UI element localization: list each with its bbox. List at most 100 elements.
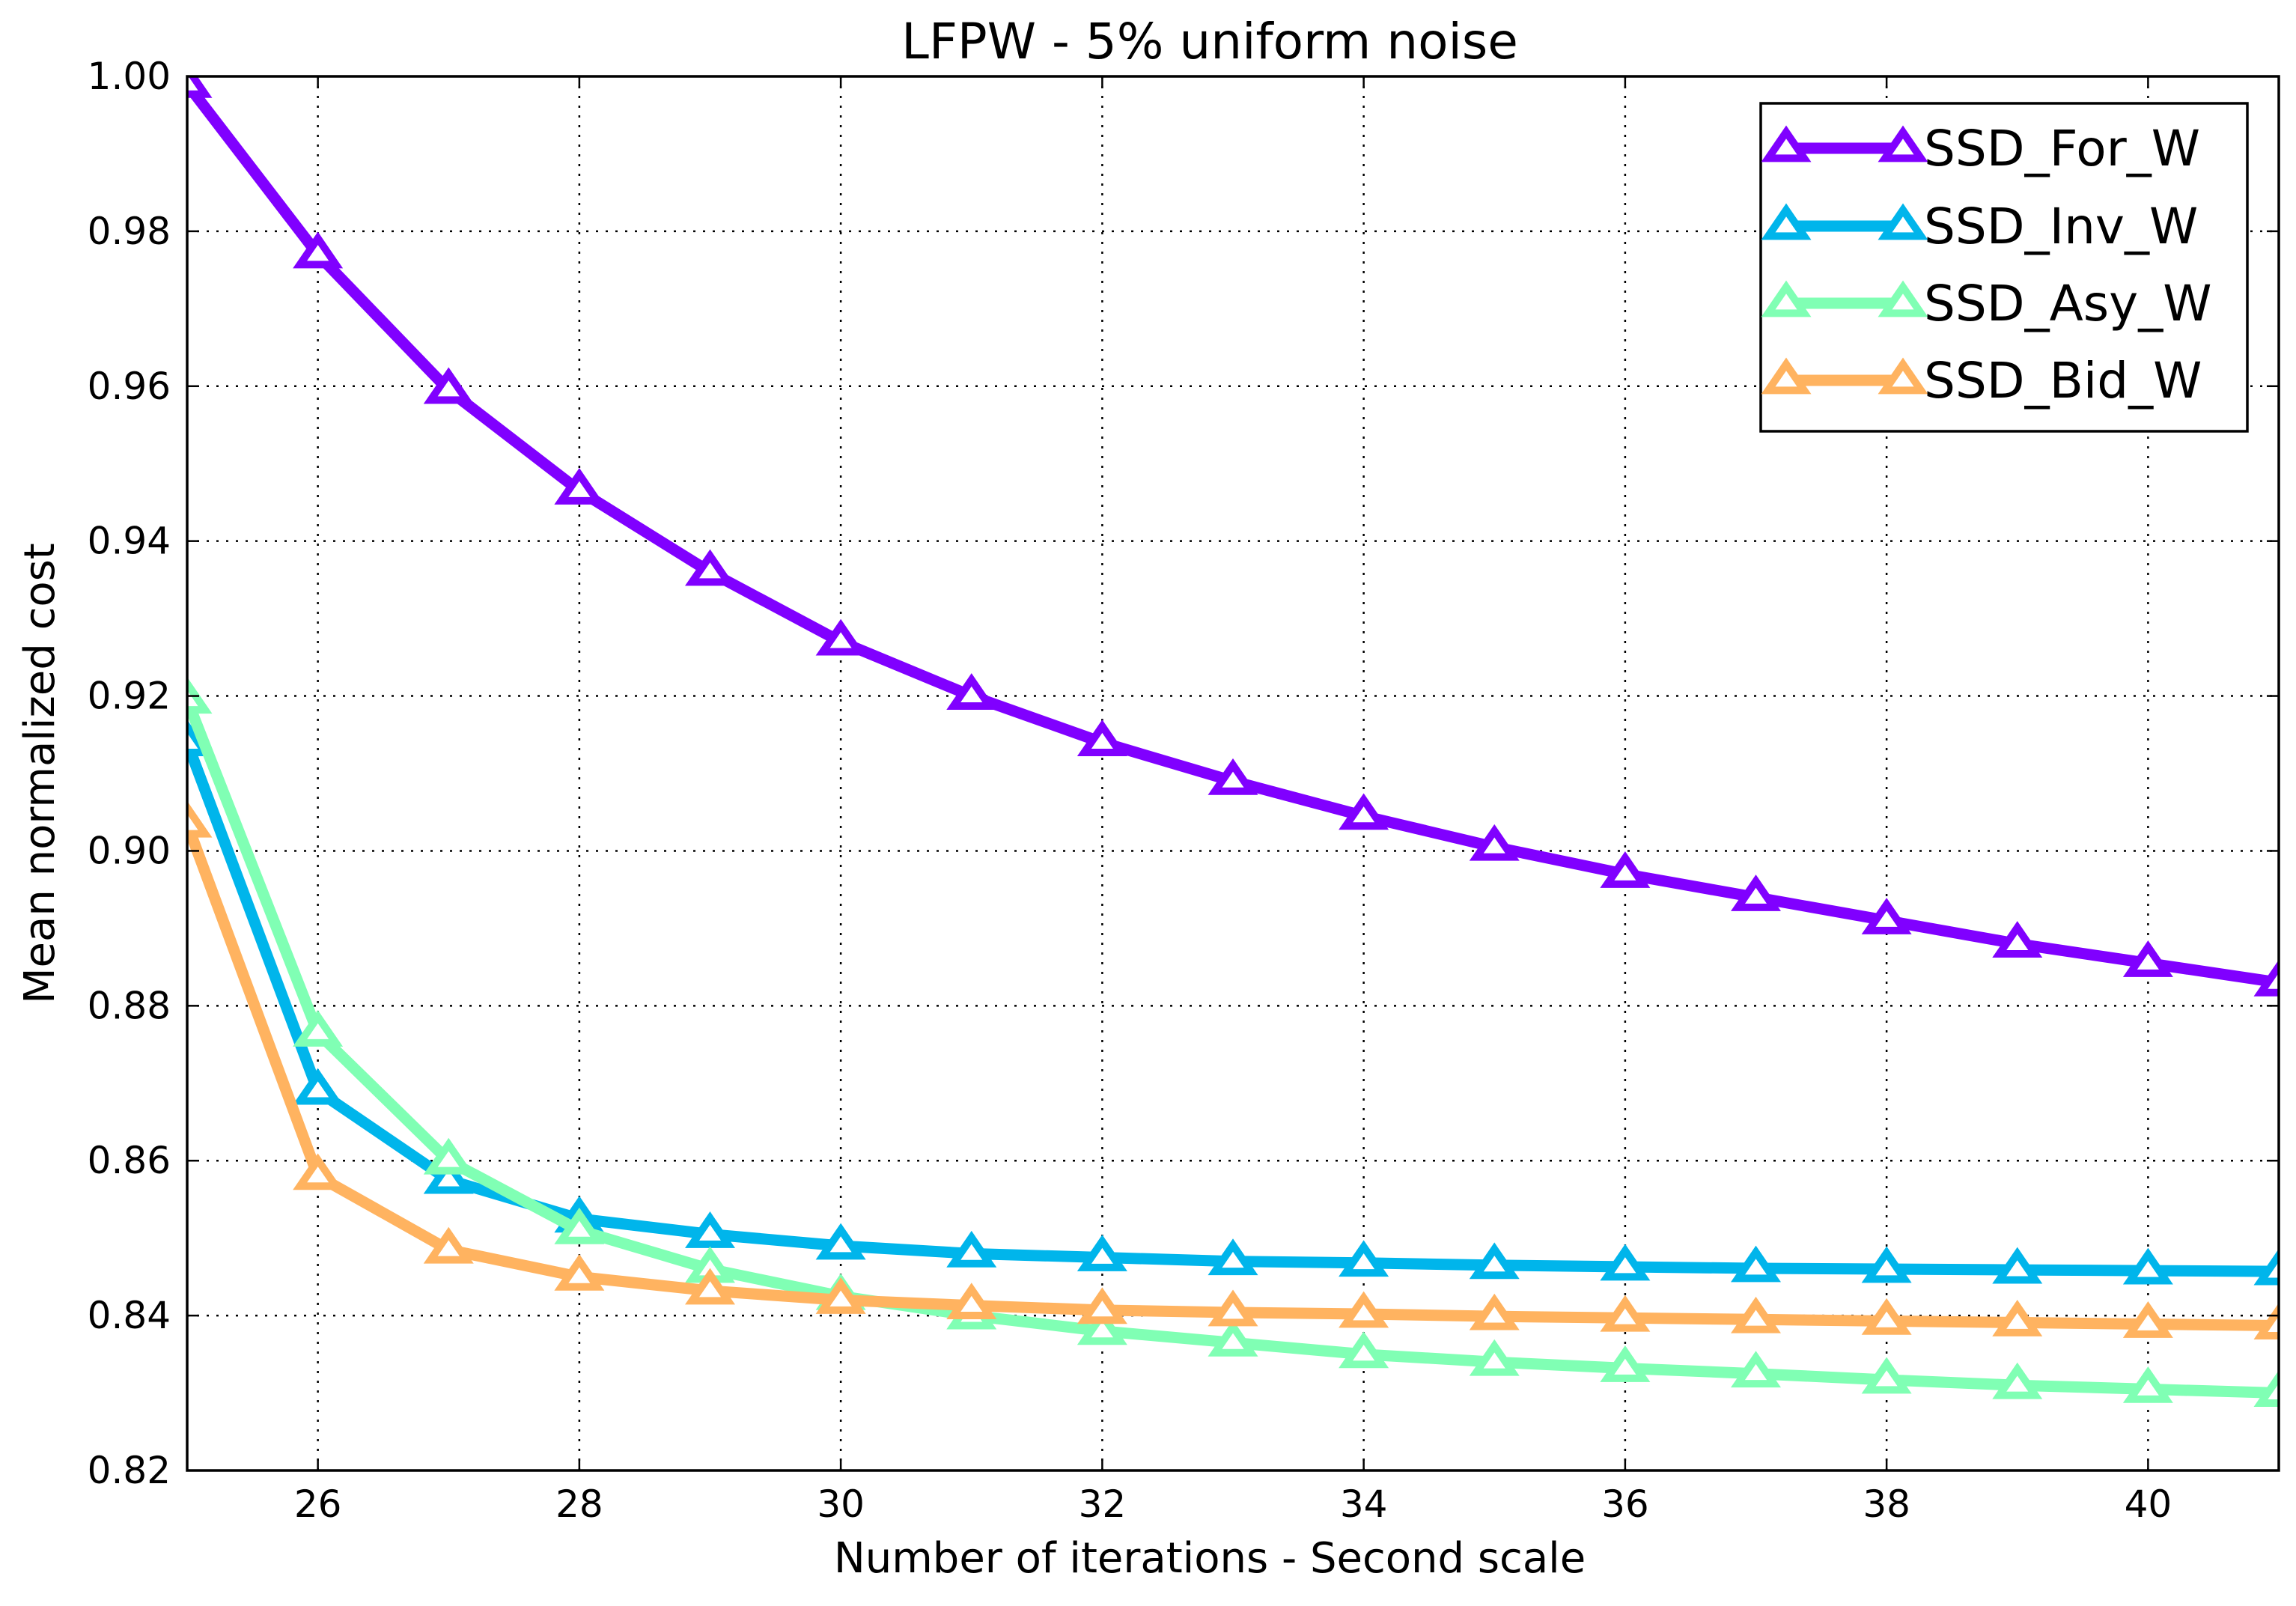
data-point (1077, 1308, 1127, 1345)
data-point (187, 800, 213, 838)
data-point (1731, 1351, 1781, 1388)
data-point (2122, 1301, 2173, 1338)
data-point (293, 1153, 344, 1190)
y-tick-label: 0.96 (88, 365, 171, 408)
data-point (1861, 898, 1912, 934)
data-point (2253, 1248, 2279, 1286)
legend-entry-SSD_For_W: SSD_For_W (1761, 120, 2200, 177)
data-point (1339, 793, 1389, 830)
data-point (1731, 1296, 1781, 1333)
axis-ticks (187, 75, 2279, 1472)
data-point (1861, 1357, 1912, 1394)
data-point (685, 1268, 735, 1305)
data-point (554, 467, 605, 505)
data-point (1731, 875, 1781, 911)
data-point (1992, 1362, 2043, 1399)
chart-title: LFPW - 5% uniform noise (901, 13, 1518, 70)
series-layer (187, 76, 2279, 1407)
y-tick-label: 1.00 (88, 55, 171, 98)
data-point (1208, 1238, 1258, 1276)
data-point (1469, 1339, 1520, 1376)
data-point (815, 1223, 866, 1260)
data-point (1600, 1244, 1651, 1281)
legend-marker (1761, 357, 1812, 395)
x-tick-label: 30 (817, 1482, 865, 1526)
data-point (946, 1230, 997, 1268)
data-point (2122, 940, 2173, 977)
x-tick-labels: 26 28 30 32 34 36 38 40 (294, 1482, 2172, 1526)
legend-entry-SSD_Inv_W: SSD_Inv_W (1761, 198, 2198, 255)
y-tick-label: 0.86 (88, 1139, 171, 1182)
x-tick-label: 40 (2125, 1482, 2172, 1526)
x-tick-label: 38 (1863, 1482, 1910, 1526)
legend-label: SSD_For_W (1924, 120, 2200, 177)
data-point (1600, 1345, 1651, 1382)
legend-entry-SSD_Asy_W: SSD_Asy_W (1761, 275, 2211, 332)
y-tick-label: 0.84 (88, 1294, 171, 1337)
data-point (946, 673, 997, 710)
data-point (1731, 1245, 1781, 1283)
data-point (685, 1211, 735, 1248)
data-point (1077, 1287, 1127, 1324)
data-point (554, 1207, 605, 1244)
data-point (1339, 1240, 1389, 1277)
data-point (1600, 1295, 1651, 1332)
data-point (293, 1010, 344, 1047)
x-tick-label: 34 (1340, 1482, 1388, 1526)
legend-entry-SSD_Bid_W: SSD_Bid_W (1761, 352, 2202, 410)
x-tick-label: 36 (1601, 1482, 1649, 1526)
legend-marker (1878, 280, 1928, 317)
data-point (685, 549, 735, 586)
data-point (2253, 959, 2279, 997)
data-point (423, 1157, 474, 1194)
y-tick-label: 0.92 (88, 675, 171, 718)
data-point (423, 367, 474, 404)
data-point (1861, 1298, 1912, 1335)
data-point (293, 1068, 344, 1105)
y-tick-labels: 0.82 0.84 0.86 0.88 0.90 0.92 0.94 0.96 0.98 1.00 (88, 55, 171, 1492)
data-point (187, 720, 213, 757)
data-point (187, 76, 213, 98)
legend-marker (1761, 280, 1812, 317)
data-point (554, 1253, 605, 1291)
x-tick-label: 28 (555, 1482, 603, 1526)
data-point (423, 1137, 474, 1175)
legend-label: SSD_Asy_W (1924, 275, 2211, 332)
plot-frame (186, 75, 2280, 1472)
y-tick-label: 0.90 (88, 829, 171, 872)
y-tick-label: 0.94 (88, 520, 171, 563)
x-tick-label: 32 (1079, 1482, 1127, 1526)
data-point (946, 1283, 997, 1320)
data-point (1208, 758, 1258, 795)
data-point (293, 231, 344, 269)
legend-marker (1761, 125, 1812, 162)
data-point (1077, 720, 1127, 757)
y-tick-label: 0.98 (88, 210, 171, 253)
data-point (815, 618, 866, 656)
data-point (1339, 1291, 1389, 1328)
legend: SSD_For_W SSD_Inv_W SSD_Asy_W SSD_Bid_W (1759, 102, 2249, 433)
data-point (1077, 1235, 1127, 1271)
data-point (1339, 1331, 1389, 1369)
data-point (2122, 1247, 2173, 1285)
data-point (2253, 1370, 2279, 1407)
x-tick-label: 26 (294, 1482, 342, 1526)
legend-marker (1878, 357, 1928, 395)
legend-marker (1878, 203, 1928, 240)
x-axis-label: Number of iterations - Second scale (834, 1534, 1586, 1583)
legend-marker (1878, 125, 1928, 162)
y-tick-label: 0.82 (88, 1449, 171, 1492)
data-point (815, 1277, 866, 1314)
data-point (1469, 1242, 1520, 1280)
legend-label: SSD_Bid_W (1924, 352, 2202, 410)
y-axis-label: Mean normalized cost (16, 543, 64, 1004)
data-point (1992, 1247, 2043, 1284)
data-point (2122, 1366, 2173, 1403)
data-point (1469, 1293, 1520, 1330)
data-point (1208, 1319, 1258, 1357)
data-point (1600, 851, 1651, 888)
legend-marker (1761, 203, 1812, 240)
data-point (1861, 1246, 1912, 1283)
data-point (423, 1226, 474, 1264)
data-point (1992, 921, 2043, 958)
